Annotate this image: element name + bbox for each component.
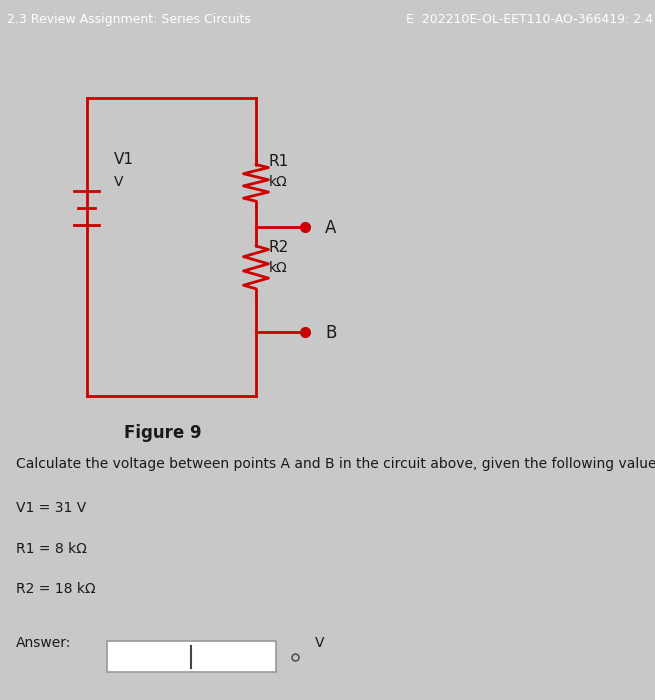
Text: A: A <box>325 219 337 237</box>
Text: B: B <box>325 324 337 342</box>
Text: E  202210E-OL-EET110-AO-366419: 2.4 Re: E 202210E-OL-EET110-AO-366419: 2.4 Re <box>406 13 655 26</box>
Text: kΩ: kΩ <box>269 175 287 189</box>
Text: 2.3 Review Assignment: Series Circuits: 2.3 Review Assignment: Series Circuits <box>7 13 250 26</box>
Text: R2 = 18 kΩ: R2 = 18 kΩ <box>16 582 96 596</box>
Text: Figure 9: Figure 9 <box>124 424 201 442</box>
Text: R2: R2 <box>269 240 289 256</box>
Text: V1 = 31 V: V1 = 31 V <box>16 500 86 514</box>
Text: V: V <box>314 636 324 650</box>
Text: kΩ: kΩ <box>269 261 287 275</box>
Text: R1 = 8 kΩ: R1 = 8 kΩ <box>16 542 87 556</box>
Text: V1: V1 <box>113 152 134 167</box>
Text: R1: R1 <box>269 154 289 169</box>
Text: Calculate the voltage between points A and B in the circuit above, given the fol: Calculate the voltage between points A a… <box>16 457 655 471</box>
Text: Answer:: Answer: <box>16 636 71 650</box>
Bar <box>107 641 276 672</box>
Text: V: V <box>113 175 123 189</box>
